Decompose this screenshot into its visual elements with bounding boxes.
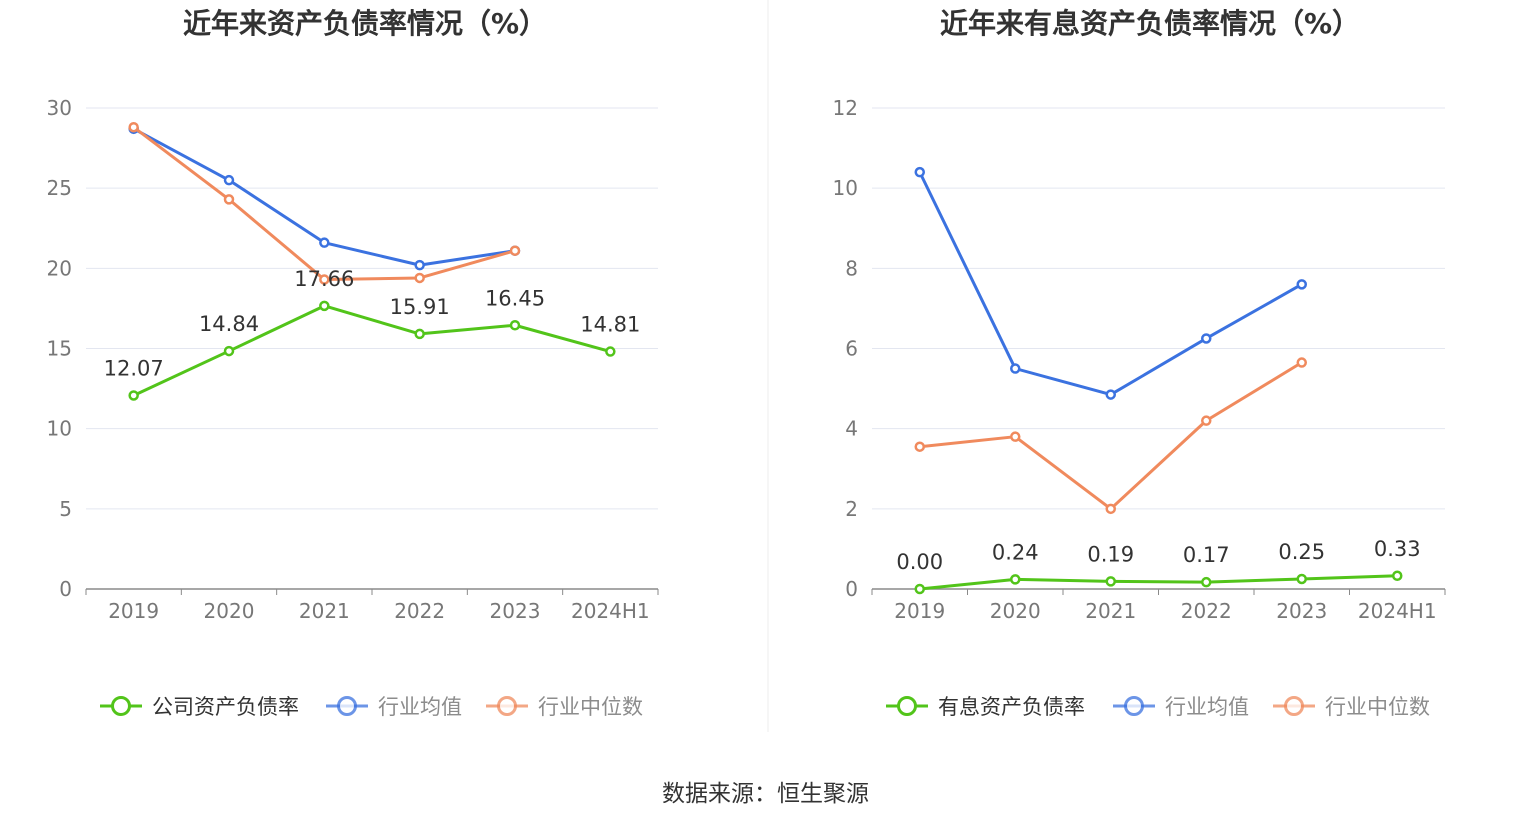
data-label: 16.45: [485, 286, 545, 310]
data-point: [914, 166, 925, 178]
legend-key-marker: [497, 696, 517, 716]
data-point: [1392, 570, 1403, 582]
data-point: [1010, 574, 1021, 585]
data-point: [223, 174, 235, 186]
y-tick-label: 8: [845, 256, 858, 280]
legend-item: 行业均值: [326, 695, 462, 719]
legend-label: 行业中位数: [538, 695, 643, 719]
x-tick-label: 2019: [108, 599, 159, 623]
data-label: 17.66: [294, 267, 354, 291]
legend-item: 行业中位数: [486, 695, 643, 719]
y-tick-label: 0: [59, 577, 72, 601]
data-label: 0.17: [1183, 543, 1230, 567]
data-point: [319, 237, 330, 248]
x-tick-label: 2024H1: [571, 599, 650, 623]
data-point: [223, 194, 235, 205]
data-point: [1105, 576, 1116, 587]
data-point: [319, 300, 330, 312]
data-label: 0.19: [1087, 542, 1134, 566]
data-point: [1105, 503, 1116, 515]
legend-label: 有息资产负债率: [938, 695, 1085, 719]
data-point: [223, 345, 235, 357]
y-tick-label: 6: [845, 337, 858, 361]
y-tick-label: 5: [59, 497, 72, 521]
data-label: 0.00: [896, 550, 943, 574]
data-label: 14.84: [199, 312, 259, 336]
x-tick-label: 2022: [394, 599, 445, 623]
data-point: [1296, 279, 1307, 290]
legend-item: 公司资产负债率: [100, 695, 299, 719]
data-label: 12.07: [104, 356, 164, 380]
data-point: [128, 121, 139, 133]
y-tick-label: 30: [47, 96, 72, 120]
y-tick-label: 20: [47, 256, 72, 280]
data-point: [1296, 357, 1307, 368]
legend-key-marker: [897, 696, 917, 716]
y-tick-label: 12: [833, 96, 858, 120]
x-tick-label: 2023: [490, 599, 541, 623]
data-label: 0.33: [1374, 537, 1421, 561]
data-source-note: 数据来源：恒生聚源: [662, 781, 869, 807]
x-tick-label: 2020: [990, 599, 1041, 623]
x-tick-label: 2024H1: [1358, 599, 1437, 623]
data-label: 15.91: [390, 295, 450, 319]
data-point: [128, 390, 139, 401]
data-point: [1010, 431, 1021, 442]
data-point: [1201, 333, 1212, 344]
data-point: [914, 583, 925, 595]
data-point: [509, 245, 521, 256]
data-point: [1201, 415, 1212, 426]
series-line: [132, 126, 516, 282]
legend-item: 行业均值: [1113, 695, 1249, 719]
x-tick-label: 2021: [299, 599, 350, 623]
data-point: [1296, 573, 1307, 585]
legend-item: 有息资产负债率: [886, 695, 1085, 719]
data-label: 0.24: [992, 540, 1039, 564]
y-tick-label: 4: [845, 417, 858, 441]
data-point: [914, 441, 925, 452]
data-point: [1201, 576, 1212, 588]
x-tick-label: 2021: [1085, 599, 1136, 623]
data-point: [414, 272, 425, 284]
left-chart: 近年来资产负债率情况（%） 0 5 10 15 20 25 30 2019 2020 2021 202…: [47, 7, 659, 719]
right-chart: 近年来有息资产负债率情况（%） 0 2 4 6 8 10 12 2019 2020 2021 2022…: [833, 7, 1446, 719]
x-tick-label: 2019: [894, 599, 945, 623]
y-tick-label: 2: [845, 497, 858, 521]
chart-title: 近年来资产负债率情况（%）: [183, 7, 547, 40]
legend-label: 行业中位数: [1325, 695, 1430, 719]
data-point: [605, 346, 616, 357]
legend-key-marker: [337, 696, 357, 716]
legend-label: 行业均值: [1165, 695, 1249, 719]
legend-item: 行业中位数: [1273, 695, 1430, 719]
y-tick-label: 10: [833, 176, 858, 200]
y-tick-label: 15: [47, 337, 72, 361]
data-label: 0.25: [1278, 540, 1325, 564]
legend-label: 公司资产负债率: [152, 695, 299, 719]
data-point: [319, 274, 330, 285]
x-tick-label: 2022: [1181, 599, 1232, 623]
y-tick-label: 10: [47, 417, 72, 441]
data-label: 14.81: [580, 313, 640, 337]
data-point: [1105, 389, 1116, 400]
data-point: [509, 320, 521, 331]
legend-key-marker: [1124, 696, 1144, 716]
y-tick-label: 0: [845, 577, 858, 601]
series-line: [919, 361, 1303, 511]
legend-key-marker: [1284, 696, 1304, 716]
data-point: [414, 328, 425, 340]
x-tick-label: 2023: [1276, 599, 1327, 623]
chart-title: 近年来有息资产负债率情况（%）: [940, 7, 1360, 40]
series-line: [918, 171, 1303, 397]
legend-key-marker: [111, 696, 131, 716]
y-tick-label: 25: [47, 176, 72, 200]
x-tick-label: 2020: [204, 599, 255, 623]
series-line: [133, 304, 611, 397]
series-line: [919, 574, 1398, 591]
data-point: [1010, 363, 1021, 374]
legend-label: 行业均值: [378, 695, 462, 719]
data-point: [414, 259, 425, 271]
